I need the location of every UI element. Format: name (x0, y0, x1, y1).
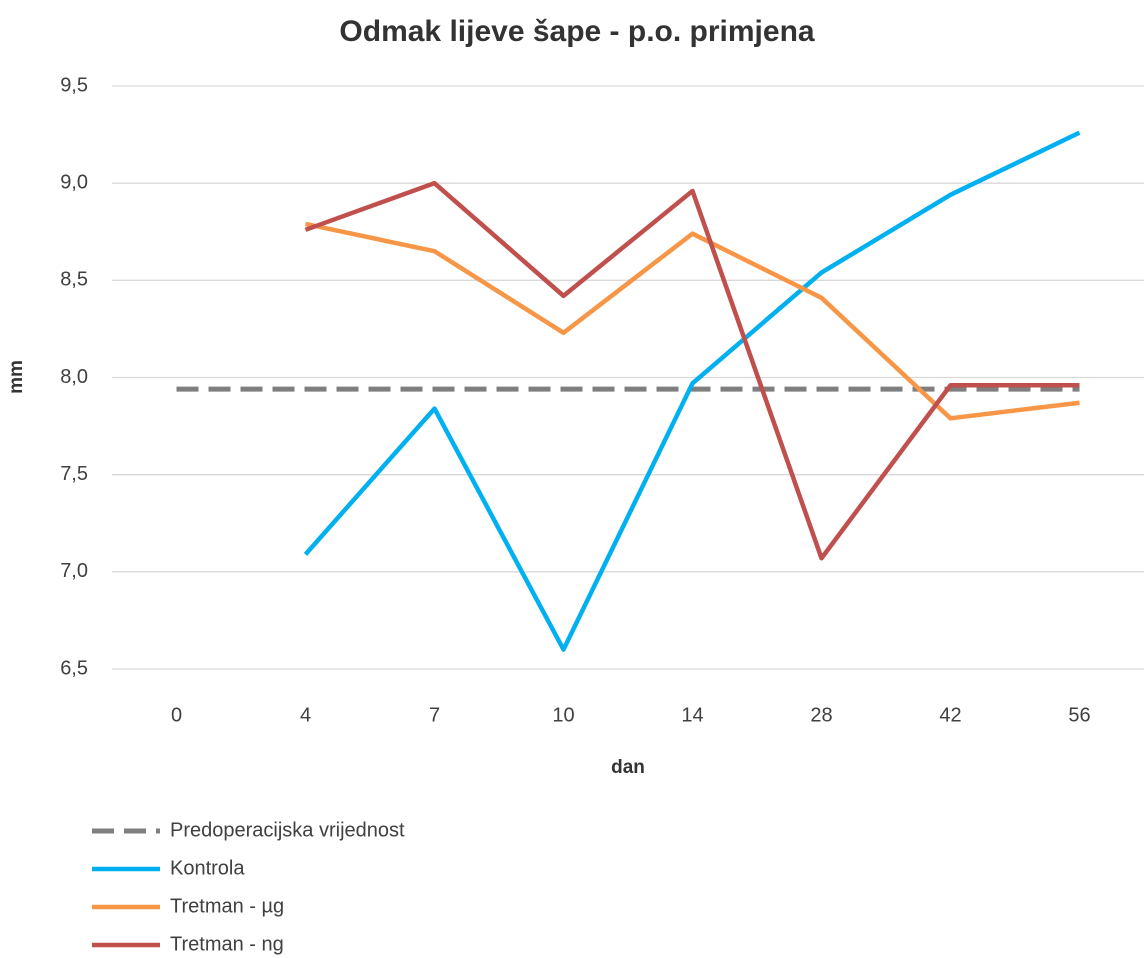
series-line (303, 130, 1081, 652)
x-tick-label: 0 (171, 704, 182, 726)
legend-label: Kontrola (170, 857, 245, 879)
series-line (304, 180, 1080, 561)
x-tick-label: 7 (429, 704, 440, 726)
x-tick-label: 56 (1068, 704, 1090, 726)
x-tick-label: 10 (552, 704, 574, 726)
y-tick-label: 7,0 (60, 560, 88, 582)
series-line (305, 221, 1080, 421)
y-axis-title: mm (6, 360, 27, 394)
x-tick-label: 14 (681, 704, 703, 726)
y-tick-label: 7,5 (60, 463, 88, 485)
y-tick-label: 9,5 (60, 74, 88, 96)
y-tick-label: 9,0 (60, 171, 88, 193)
legend-label: Predoperacijska vrijednost (170, 819, 405, 841)
legend-label: Tretman - µg (170, 895, 284, 917)
x-tick-label: 42 (939, 704, 961, 726)
x-tick-label: 4 (300, 704, 311, 726)
x-axis-title: dan (611, 757, 645, 778)
x-tick-label: 28 (810, 704, 832, 726)
y-tick-label: 8,0 (60, 366, 88, 388)
y-tick-label: 6,5 (60, 657, 88, 679)
y-tick-label: 8,5 (60, 269, 88, 291)
legend-label: Tretman - ng (170, 933, 284, 955)
chart-title: Odmak lijeve šape - p.o. primjena (339, 15, 814, 48)
